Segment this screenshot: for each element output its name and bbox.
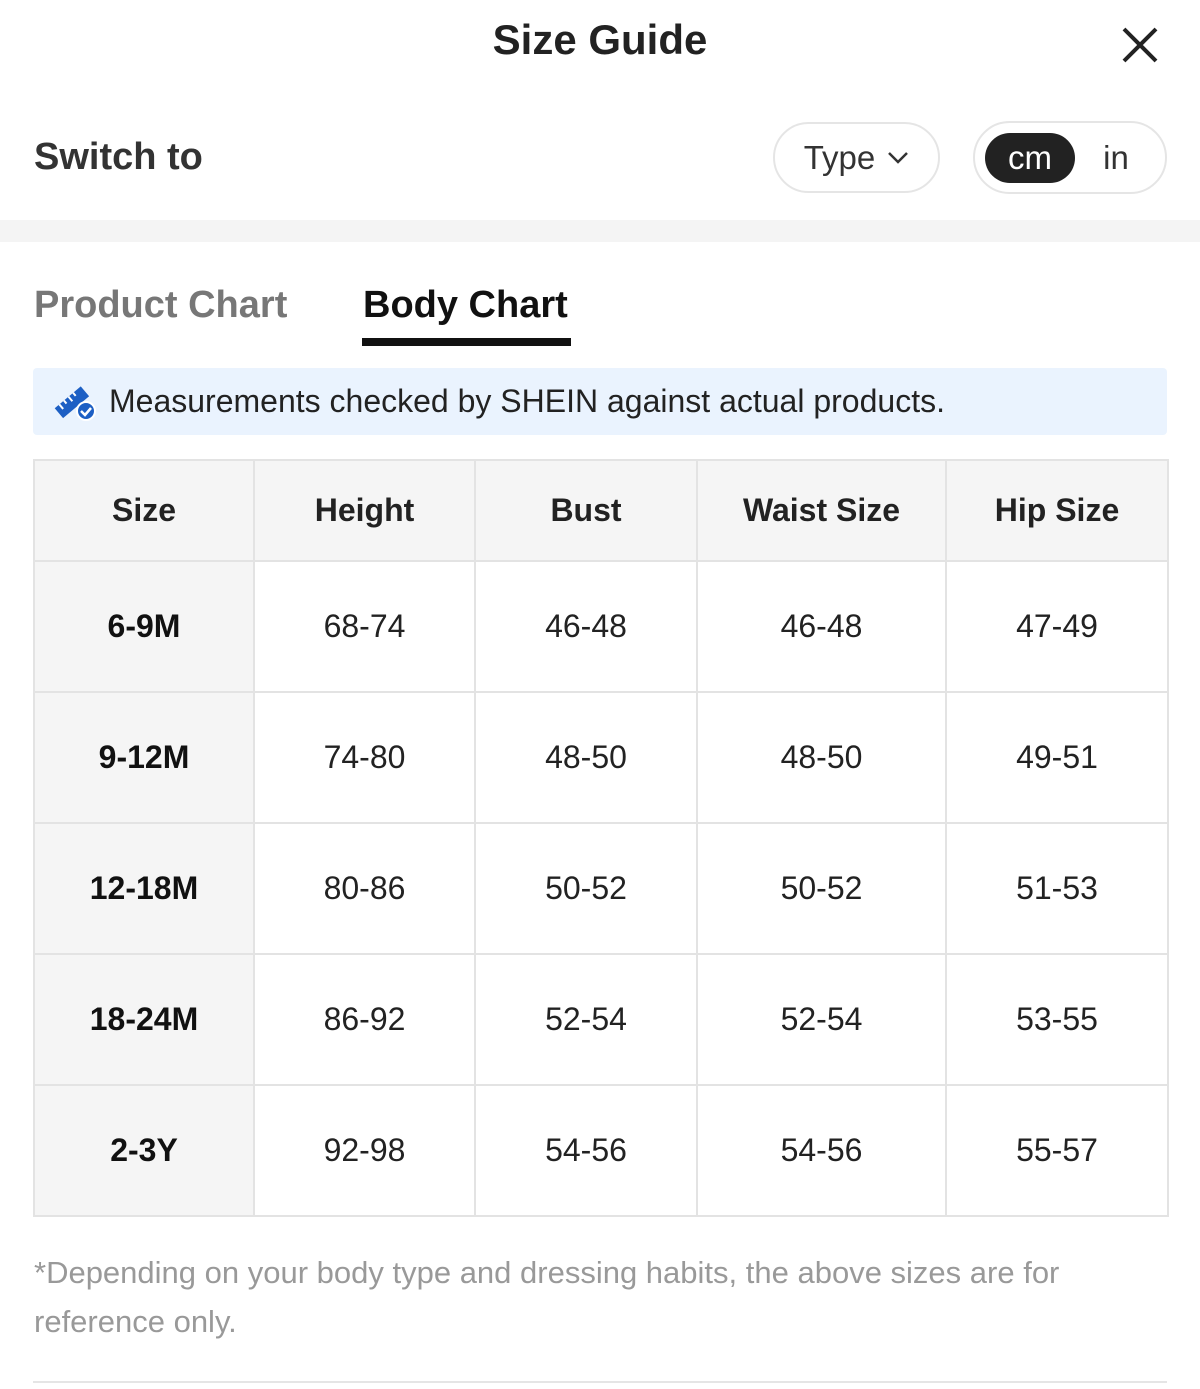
cell: 50-52 — [474, 822, 698, 955]
type-label: Type — [803, 138, 876, 176]
cell: 55-57 — [945, 1084, 1169, 1217]
notice: Measurements checked by SHEIN against ac… — [33, 368, 1167, 435]
cell: 48-50 — [696, 691, 947, 824]
cell: 86-92 — [253, 953, 476, 1086]
ruler-icon — [54, 385, 96, 421]
cell: Bust — [474, 459, 698, 562]
cell: 18-24M — [33, 953, 255, 1086]
footnote: *Depending on your body type and dressin… — [34, 1255, 1060, 1339]
cell: 68-74 — [253, 560, 476, 693]
cell: 92-98 — [253, 1084, 476, 1217]
unit-toggle: cm in — [973, 121, 1167, 194]
cell: 52-54 — [696, 953, 947, 1086]
cell: 52-54 — [474, 953, 698, 1086]
unit-cm[interactable]: cm — [985, 133, 1075, 183]
title: Size Guide — [492, 16, 708, 63]
cell: 50-52 — [696, 822, 947, 955]
header-row: Size Height Bust Waist Size Hip Size — [33, 459, 1169, 562]
cell: 49-51 — [945, 691, 1169, 824]
cell: 74-80 — [253, 691, 476, 824]
cell: 47-49 — [945, 560, 1169, 693]
tab-active[interactable]: Body Chart — [363, 284, 568, 326]
cell: 54-56 — [474, 1084, 698, 1217]
cell: 80-86 — [253, 822, 476, 955]
row: 12-18M 80-86 50-52 50-52 51-53 — [33, 822, 1169, 955]
close-button[interactable] — [1120, 25, 1160, 65]
row: 18-24M 86-92 52-54 52-54 53-55 — [33, 953, 1169, 1086]
cell: 12-18M — [33, 822, 255, 955]
divider — [0, 220, 1200, 242]
row: 2-3Y 92-98 54-56 54-56 55-57 — [33, 1084, 1169, 1217]
notice-text: Measurements checked by SHEIN against ac… — [109, 383, 945, 419]
row: 9-12M 74-80 48-50 48-50 49-51 — [33, 691, 1169, 824]
cell: 51-53 — [945, 822, 1169, 955]
row: 6-9M 68-74 46-48 46-48 47-49 — [33, 560, 1169, 693]
cell: 46-48 — [696, 560, 947, 693]
cell: 54-56 — [696, 1084, 947, 1217]
type-button[interactable]: Type — [773, 122, 940, 193]
cell: Size — [33, 459, 255, 562]
tab[interactable]: Product Chart — [34, 284, 288, 326]
cell: 46-48 — [474, 560, 698, 693]
cell: Hip Size — [945, 459, 1169, 562]
switch-label: Switch to — [34, 136, 203, 178]
unit-in[interactable]: in — [1103, 139, 1129, 176]
cell: 2-3Y — [33, 1084, 255, 1217]
cell: 9-12M — [33, 691, 255, 824]
chevron — [888, 151, 909, 164]
tab-underline — [362, 338, 571, 346]
cell: 48-50 — [474, 691, 698, 824]
cell: 53-55 — [945, 953, 1169, 1086]
size-table: Size Height Bust Waist Size Hip Size 6-9M 68-7… — [33, 459, 1169, 1217]
cell: Height — [253, 459, 476, 562]
cell: 6-9M — [33, 560, 255, 693]
cell: Waist Size — [696, 459, 947, 562]
bottom-rule — [33, 1381, 1167, 1383]
